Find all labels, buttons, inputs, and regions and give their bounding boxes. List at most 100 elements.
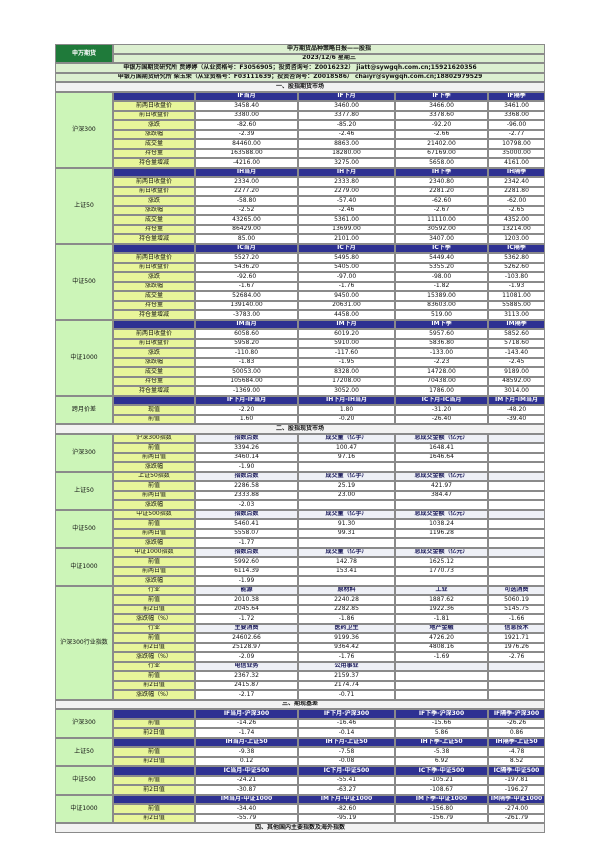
value-cell: -2.17 (195, 690, 298, 700)
value-cell: -0.08 (298, 756, 395, 766)
value-cell: 50053.00 (195, 367, 298, 377)
value-cell: 1887.62 (395, 595, 488, 605)
value-cell: 3014.00 (488, 386, 545, 396)
row-label: 前值 (113, 414, 195, 424)
empty-cell (488, 671, 545, 681)
value-cell: -2.45 (488, 357, 545, 367)
header-label: 行业 (113, 585, 195, 595)
column-header: IM下季-中证1000 (395, 794, 488, 804)
value-cell: 1648.41 (395, 443, 488, 453)
value-cell: -0.71 (298, 690, 395, 700)
row-label: 涨跌幅 (113, 357, 195, 367)
value-cell: 4161.00 (488, 158, 545, 168)
row-label: 涨跌幅（%） (113, 690, 195, 700)
column-header: IH下月-上证50 (298, 737, 395, 747)
value-cell: 2334.00 (195, 177, 298, 187)
value-cell: -2.09 (195, 652, 298, 662)
value-cell: 3052.00 (298, 386, 395, 396)
value-cell: 1.80 (298, 405, 395, 415)
header-label: 上证50指数 (113, 471, 195, 481)
column-header: IF隔季 (488, 91, 545, 101)
value-cell: 4808.16 (395, 642, 488, 652)
value-cell: 5362.80 (488, 253, 545, 263)
header-blank (113, 737, 195, 747)
value-cell: 83603.00 (395, 300, 488, 310)
value-cell: 8328.00 (298, 367, 395, 377)
value-cell: 85.00 (195, 234, 298, 244)
value-cell: -0.20 (298, 414, 395, 424)
value-cell: 0.12 (195, 756, 298, 766)
column-header: IF下月-IF当月 (195, 395, 298, 405)
author-line: 申银万国期货研究所 柴玉荣（从业资格号：F03111639；投资咨询号：Z001… (55, 72, 545, 82)
value-cell: -1.82 (395, 281, 488, 291)
value-cell: -39.40 (488, 414, 545, 424)
value-cell: 3368.00 (488, 110, 545, 120)
value-cell: 1786.00 (395, 386, 488, 396)
block-name: 中证500 (55, 509, 113, 548)
value-cell: -2.67 (395, 205, 488, 215)
value-cell: 2174.74 (298, 680, 395, 690)
value-cell: 25.19 (298, 481, 395, 491)
row-label: 持仓量 (113, 224, 195, 234)
value-cell: 1921.71 (488, 633, 545, 643)
value-cell: 100.47 (298, 443, 395, 453)
value-cell: 3407.00 (395, 234, 488, 244)
value-cell: 1976.26 (488, 642, 545, 652)
value-cell: 99.31 (298, 528, 395, 538)
value-cell: 5361.00 (298, 215, 395, 225)
value-cell: 9364.42 (298, 642, 395, 652)
value-cell: 5436.20 (195, 262, 298, 272)
column-header: 总成交金额（亿元） (395, 471, 488, 481)
column-header: IH当月-上证50 (195, 737, 298, 747)
value-cell: -156.79 (395, 813, 488, 823)
value-cell: -1.66 (488, 614, 545, 624)
value-cell: -156.80 (395, 804, 488, 814)
header-blank (488, 661, 545, 671)
value-cell: -15.66 (395, 718, 488, 728)
empty-cell (488, 443, 545, 453)
row-label: 前值 (113, 633, 195, 643)
column-header: 总成交金额（亿元） (395, 547, 488, 557)
value-cell: 3113.00 (488, 310, 545, 320)
row-label: 持仓量增减 (113, 234, 195, 244)
value-cell: 5558.07 (195, 528, 298, 538)
column-header: 医药卫生 (298, 623, 395, 633)
column-header: IC隔季 (488, 243, 545, 253)
value-cell: 24602.66 (195, 633, 298, 643)
value-cell: 14728.00 (395, 367, 488, 377)
column-header: 公用事业 (298, 661, 395, 671)
column-header: IH下季-上证50 (395, 737, 488, 747)
value-cell: 97.16 (298, 452, 395, 462)
value-cell: 3458.40 (195, 101, 298, 111)
value-cell: -62.60 (395, 196, 488, 206)
row-label: 前2日值 (113, 604, 195, 614)
row-label: 前2日值 (113, 785, 195, 795)
value-cell: -274.00 (488, 804, 545, 814)
value-cell: 10798.00 (488, 139, 545, 149)
header-blank (488, 471, 545, 481)
column-header: IC下月-中证500 (298, 766, 395, 776)
value-cell: -105.21 (395, 775, 488, 785)
header-blank (488, 433, 545, 443)
column-header: IF隔季-沪深300 (488, 709, 545, 719)
value-cell: 1196.28 (395, 528, 488, 538)
column-header: IM当月-中证1000 (195, 794, 298, 804)
row-label: 前值 (113, 557, 195, 567)
row-label: 涨跌 (113, 120, 195, 130)
block-name: 中证1000 (55, 319, 113, 396)
value-cell: -133.00 (395, 348, 488, 358)
value-cell: 5957.60 (395, 329, 488, 339)
block-name: 沪深300 (55, 433, 113, 472)
value-cell: -92.20 (395, 120, 488, 130)
value-cell: 3460.00 (298, 101, 395, 111)
column-header: 可选消费 (488, 585, 545, 595)
column-header: IM隔季-中证1000 (488, 794, 545, 804)
value-cell: 5449.40 (395, 253, 488, 263)
value-cell: -261.79 (488, 813, 545, 823)
value-cell: 48592.00 (488, 376, 545, 386)
row-label: 前两日值 (113, 566, 195, 576)
section-title: 四、其他国内主要指数及海外指数 (55, 823, 545, 833)
value-cell: -143.40 (488, 348, 545, 358)
value-cell: -1.86 (298, 614, 395, 624)
value-cell: 43265.00 (195, 215, 298, 225)
